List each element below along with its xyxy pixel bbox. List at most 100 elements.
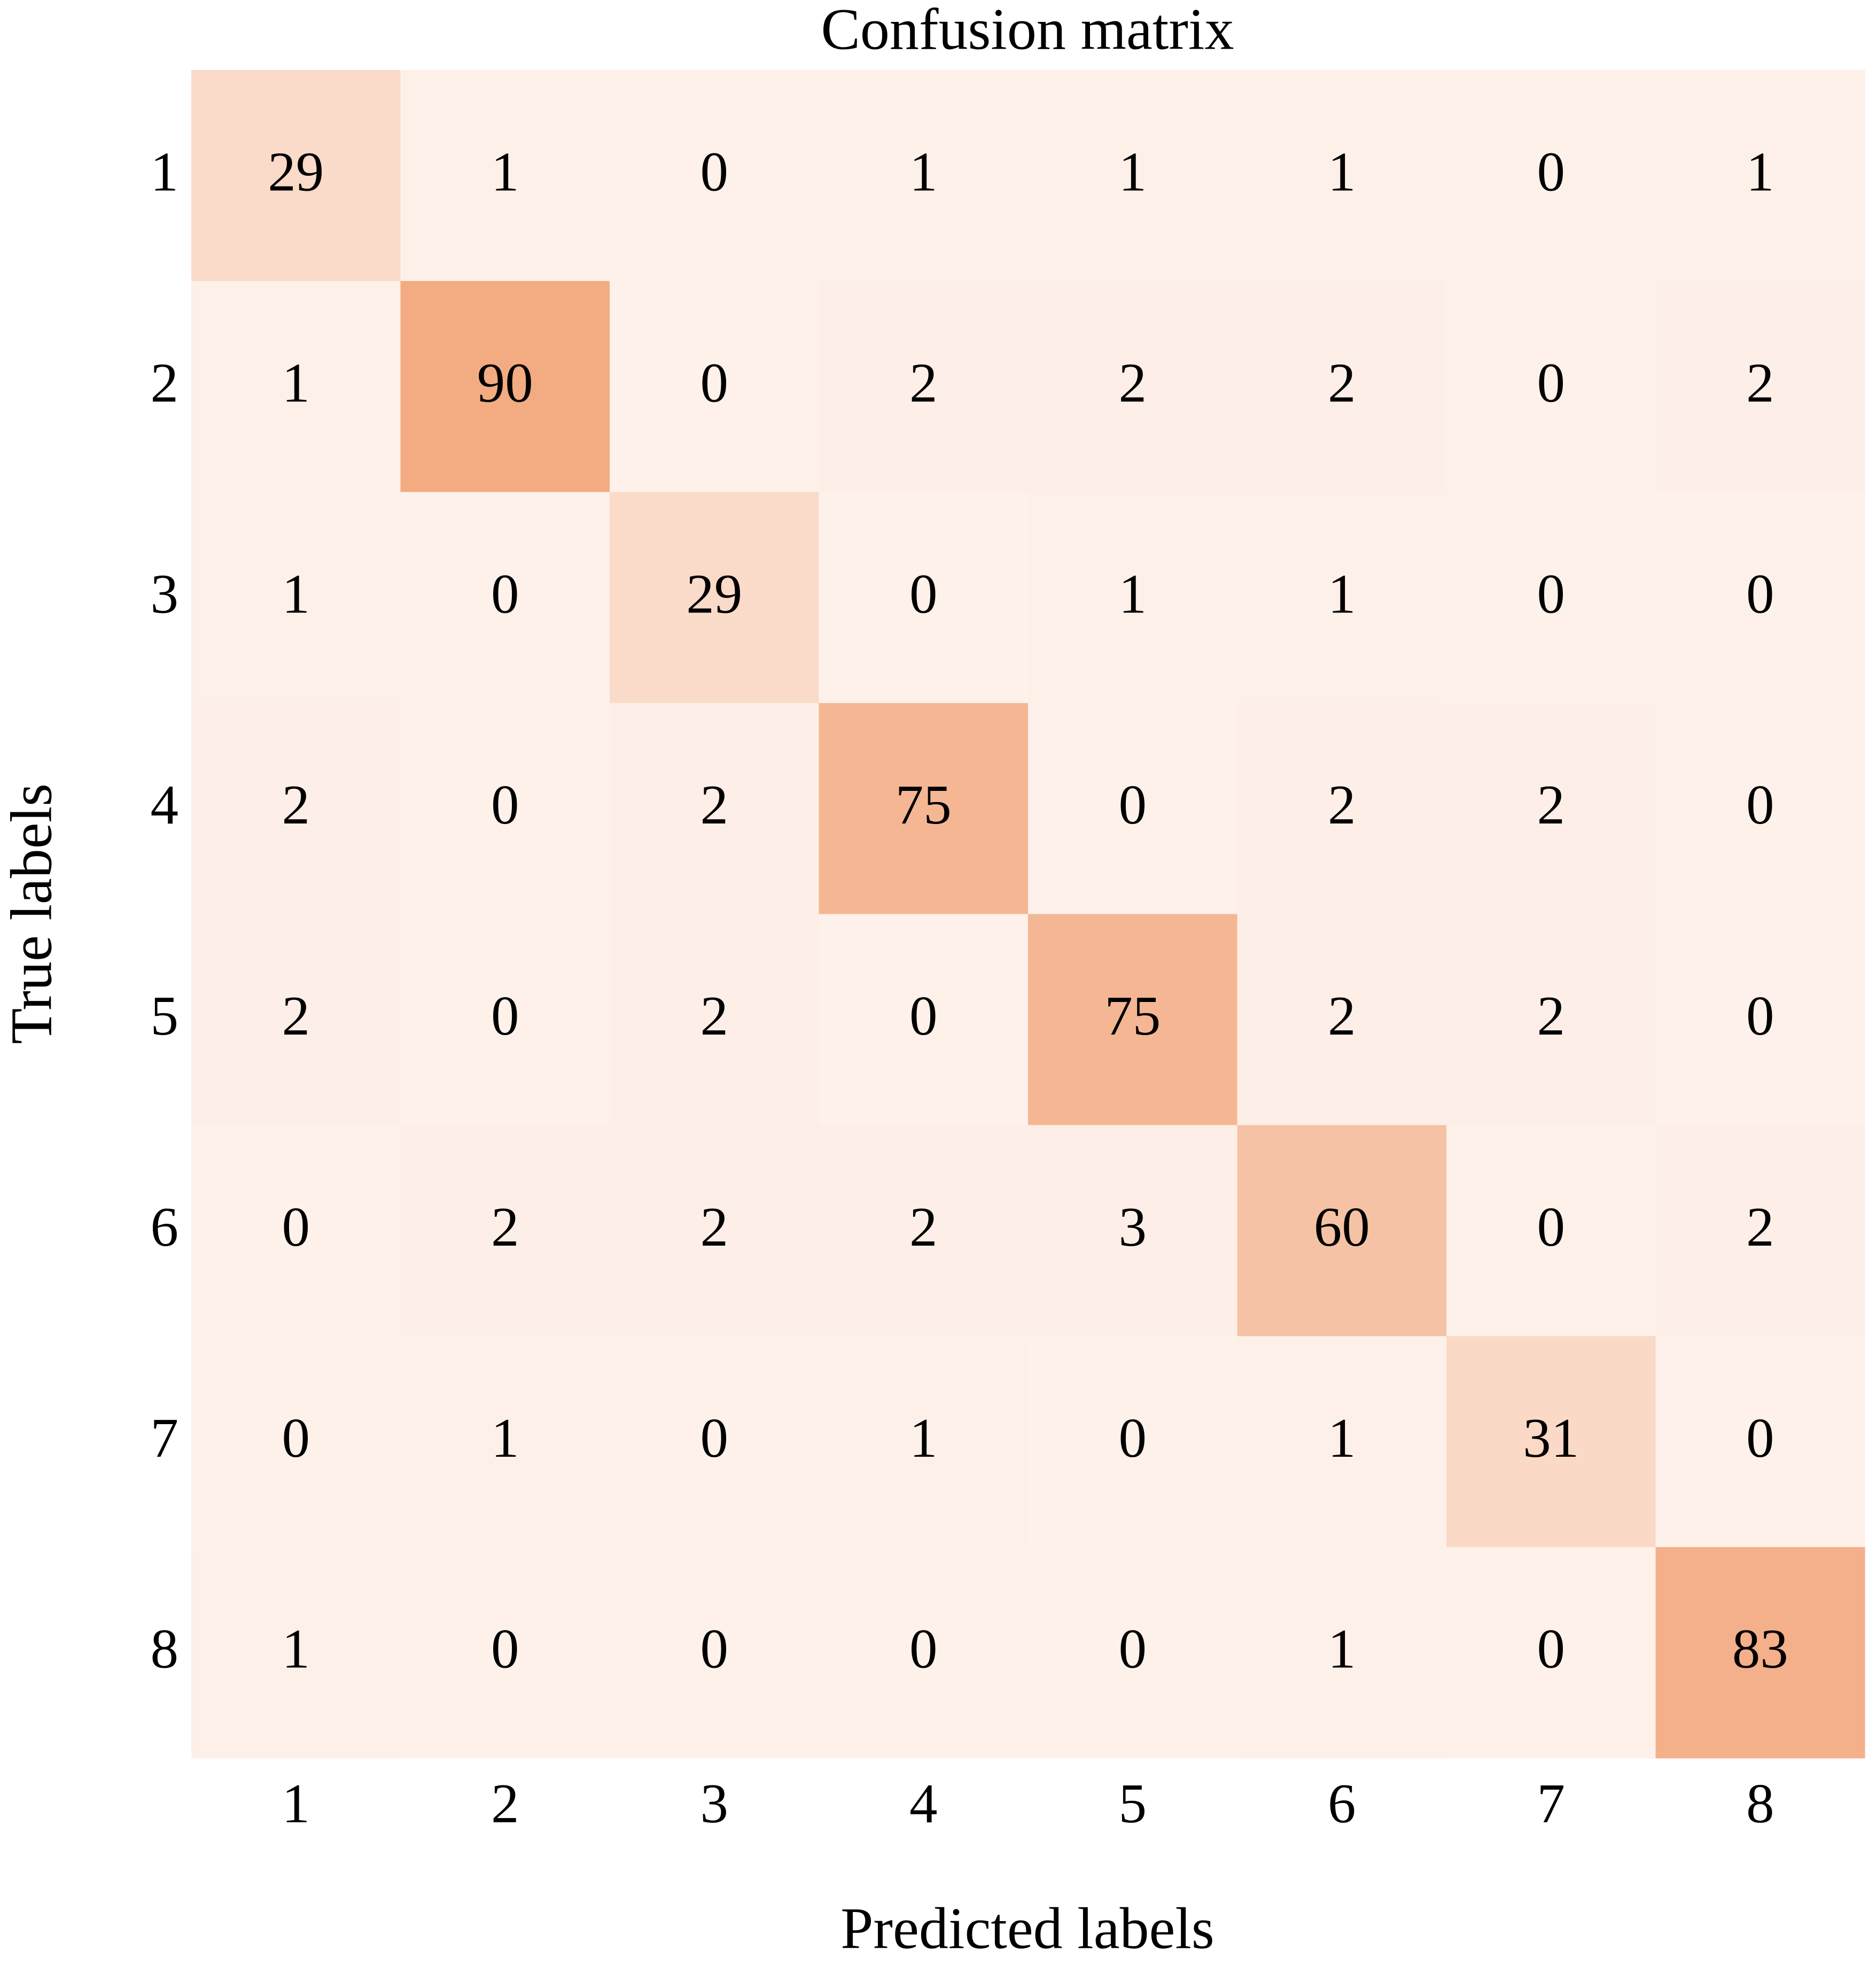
heatmap-cell (1655, 914, 1865, 1125)
heatmap-cell (1237, 70, 1447, 282)
cell-value-label: 1 (491, 1406, 519, 1469)
cell-value-label: 29 (686, 562, 742, 625)
heatmap-cell (1028, 70, 1237, 282)
cell-value-label: 2 (1746, 1195, 1774, 1258)
cell-value-label: 2 (1328, 773, 1356, 836)
heatmap-cell (610, 703, 819, 914)
heatmap-cell (400, 703, 610, 914)
heatmap-cell (610, 1336, 819, 1548)
cell-value-label: 0 (1746, 1406, 1774, 1469)
heatmap-cell (1237, 1336, 1447, 1548)
cell-value-label: 1 (282, 351, 310, 414)
heatmap-cell (1028, 1125, 1237, 1336)
cell-value-label: 0 (491, 1618, 519, 1680)
y-tick-label: 3 (151, 562, 179, 625)
cell-value-label: 2 (1537, 773, 1566, 836)
y-tick-label: 7 (151, 1406, 179, 1469)
heatmap-cell (1446, 703, 1656, 914)
cell-value-label: 31 (1523, 1406, 1579, 1469)
cell-value-label: 0 (1746, 562, 1774, 625)
y-tick-label: 1 (151, 141, 179, 203)
heatmap-cell (1655, 1336, 1865, 1548)
heatmap-cell (191, 492, 401, 704)
cell-value-label: 0 (282, 1195, 310, 1258)
cell-value-label: 2 (909, 1195, 938, 1258)
heatmap-cell (1655, 1125, 1865, 1336)
cell-value-label: 2 (1537, 984, 1566, 1047)
heatmap-cell (1237, 281, 1447, 493)
cell-value-label: 1 (1328, 141, 1356, 203)
cell-value-label: 1 (491, 141, 519, 203)
cell-value-label: 0 (909, 562, 938, 625)
cell-value-label: 1 (909, 141, 938, 203)
y-tick-label: 4 (151, 773, 179, 836)
chart-title: Confusion matrix (821, 0, 1234, 61)
heatmap-cell (1446, 70, 1656, 282)
cell-value-label: 0 (491, 562, 519, 625)
cell-value-label: 90 (477, 351, 533, 414)
heatmap-cell (1655, 70, 1865, 282)
heatmap-cell (400, 492, 610, 704)
cell-value-label: 2 (491, 1195, 519, 1258)
heatmap-cell (191, 703, 401, 914)
cell-value-label: 1 (1328, 1406, 1356, 1469)
heatmap-cell (191, 1336, 401, 1548)
cell-value-label: 2 (1328, 984, 1356, 1047)
cell-value-label: 75 (896, 773, 952, 836)
y-tick-label: 5 (151, 984, 179, 1047)
heatmap-cell (1655, 1547, 1865, 1759)
cell-value-label: 1 (1119, 141, 1147, 203)
cell-value-label: 60 (1314, 1195, 1370, 1258)
heatmap-cell (400, 1336, 610, 1548)
heatmap-cell (1237, 492, 1447, 704)
heatmap-cell (400, 1125, 610, 1336)
cell-value-label: 83 (1732, 1618, 1788, 1680)
cell-value-label: 0 (1537, 141, 1566, 203)
heatmap-cell (819, 492, 1029, 704)
heatmap-cell (610, 1547, 819, 1759)
x-tick-label: 6 (1328, 1772, 1356, 1835)
cell-value-label: 0 (1746, 984, 1774, 1047)
heatmap-cell (1655, 281, 1865, 493)
cell-value-label: 2 (700, 984, 729, 1047)
cell-value-label: 0 (491, 984, 519, 1047)
heatmap-cell (400, 1547, 610, 1759)
cell-value-label: 29 (268, 141, 324, 203)
cell-value-label: 1 (1328, 1618, 1356, 1680)
cell-value-label: 0 (1537, 351, 1566, 414)
x-tick-label: 7 (1537, 1772, 1566, 1835)
y-tick-label: 2 (151, 351, 179, 414)
heatmap-cell (1028, 1336, 1237, 1548)
heatmap-cell (191, 1125, 401, 1336)
heatmap-cell (1655, 492, 1865, 704)
heatmap-cell (610, 281, 819, 493)
cell-value-label: 0 (1119, 773, 1147, 836)
cell-value-label: 1 (1328, 562, 1356, 625)
x-tick-label: 1 (282, 1772, 310, 1835)
cell-value-label: 1 (282, 1618, 310, 1680)
heatmap-cell (191, 70, 401, 282)
heatmap-cell (610, 914, 819, 1125)
heatmap-cell (1028, 703, 1237, 914)
cell-value-label: 0 (909, 984, 938, 1047)
cell-value-label: 1 (909, 1406, 938, 1469)
cell-value-label: 1 (282, 562, 310, 625)
cell-value-label: 75 (1104, 984, 1161, 1047)
heatmap-cell (819, 281, 1029, 493)
cell-value-label: 3 (1119, 1195, 1147, 1258)
cell-value-label: 0 (700, 1406, 729, 1469)
heatmap-cell (610, 1125, 819, 1336)
heatmap-cell (1446, 914, 1656, 1125)
y-axis-label: True labels (0, 783, 64, 1044)
heatmap-cell (819, 914, 1029, 1125)
heatmap-cell (1446, 1125, 1656, 1336)
cell-value-label: 2 (1119, 351, 1147, 414)
cell-value-label: 0 (282, 1406, 310, 1469)
heatmap-cell (819, 1547, 1029, 1759)
cell-value-label: 2 (909, 351, 938, 414)
cell-value-label: 2 (1328, 351, 1356, 414)
heatmap-cell (610, 492, 819, 704)
heatmap-cell (1446, 281, 1656, 493)
